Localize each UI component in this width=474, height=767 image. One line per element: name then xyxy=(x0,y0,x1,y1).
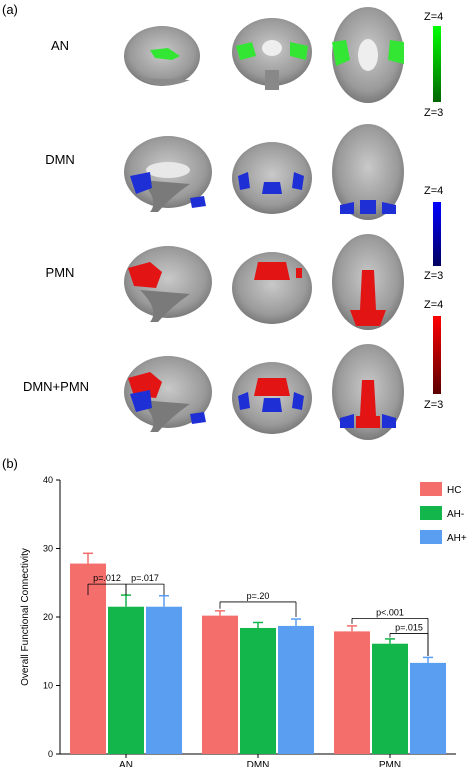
an-coronal-brain xyxy=(232,18,312,90)
dmn-sagittal-brain xyxy=(124,136,212,212)
bar-HC-AN xyxy=(70,563,106,754)
bar-chart: Overall Functional Connectivity 0 10 20 30 4… xyxy=(20,475,467,767)
bar-AH--PMN xyxy=(372,643,408,754)
legend-swatch-AH+ xyxy=(420,530,442,544)
bar-HC-DMN xyxy=(202,615,238,754)
p-value-label: p=.20 xyxy=(247,591,270,601)
bar-AH--AN xyxy=(108,606,144,754)
pmn-sagittal-brain xyxy=(124,246,212,322)
colorbar-green-top: Z=4 xyxy=(424,11,444,23)
p-value-label: p=.015 xyxy=(395,622,423,632)
pmn-coronal-brain xyxy=(232,252,312,324)
colorbar-red-bottom: Z=3 xyxy=(424,399,444,411)
both-sagittal-brain xyxy=(124,356,212,432)
an-lateral-brain xyxy=(124,26,200,86)
p-value-label: p=.012 xyxy=(93,573,121,583)
colorbar-red xyxy=(433,316,441,394)
both-coronal-brain xyxy=(232,362,312,434)
colorbar-blue xyxy=(433,202,441,266)
dmn-axial-brain xyxy=(332,124,404,220)
legend-label-AH+: AH+ xyxy=(447,533,467,544)
y-tick-label: 0 xyxy=(48,749,53,759)
dmn-row-images xyxy=(124,124,404,220)
legend-label-AH-: AH- xyxy=(447,509,464,520)
legend-swatch-HC xyxy=(420,482,442,496)
bar-HC-PMN xyxy=(334,631,370,754)
p-value-label: p=.017 xyxy=(131,573,159,583)
both-axial-brain xyxy=(332,344,404,440)
y-tick-label: 10 xyxy=(43,681,53,691)
row-label-pmn: PMN xyxy=(45,265,75,280)
brain-maps xyxy=(124,7,441,440)
bar-AH+-AN xyxy=(146,606,182,754)
both-row-images xyxy=(124,344,404,440)
y-tick-label: 40 xyxy=(43,475,53,485)
an-row-images xyxy=(124,7,404,103)
row-label-dmn-pmn: DMN+PMN xyxy=(22,379,90,394)
panel-b-label: (b) xyxy=(2,456,18,471)
chart-bars xyxy=(70,552,446,754)
x-tick-label: DMN xyxy=(247,760,270,767)
y-tick-label: 20 xyxy=(43,612,53,622)
row-label-an: AN xyxy=(50,38,70,53)
bar-AH--DMN xyxy=(240,627,276,754)
x-tick-label: PMN xyxy=(379,760,401,767)
colorbar-green xyxy=(433,26,441,102)
y-axis-label: Overall Functional Connectivity xyxy=(20,548,31,686)
colorbar-red-top: Z=4 xyxy=(424,299,444,311)
legend-label-HC: HC xyxy=(447,485,461,496)
row-label-dmn: DMN xyxy=(45,152,75,167)
colorbar-blue-bottom: Z=3 xyxy=(424,270,444,282)
colorbar-blue-top: Z=4 xyxy=(424,185,444,197)
bar-AH+-DMN xyxy=(278,625,314,754)
y-tick-label: 30 xyxy=(43,544,53,554)
panel-a-label: (a) xyxy=(2,2,18,17)
bar-AH+-PMN xyxy=(410,662,446,754)
dmn-coronal-brain xyxy=(232,142,312,214)
legend-swatch-AH- xyxy=(420,506,442,520)
x-tick-label: AN xyxy=(119,760,133,767)
colorbar-green-bottom: Z=3 xyxy=(424,107,444,119)
chart-annotations: p=.012 p=.017 p=.20 p<.001 p=.015 xyxy=(87,573,429,657)
chart-legend: HC AH- AH+ xyxy=(420,482,467,544)
pmn-row-images xyxy=(124,234,404,330)
an-axial-brain xyxy=(332,7,404,103)
p-value-label: p<.001 xyxy=(376,607,404,617)
pmn-axial-brain xyxy=(332,234,404,330)
